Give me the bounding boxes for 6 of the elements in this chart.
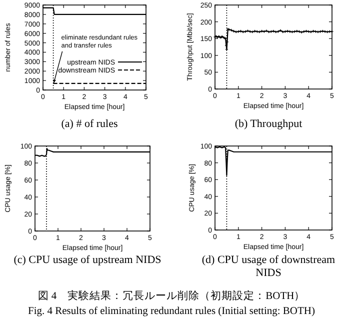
text: (b) Throughput	[234, 118, 302, 130]
caption: 図 4 実験結果：冗長ルール削除（初期設定：BOTH）	[38, 289, 306, 302]
text: (a) # of rules	[61, 118, 118, 130]
caption: Fig. 4 Results of eliminating redundant rules (Initial setting: BOTH)	[28, 306, 316, 317]
text: (c) CPU usage of upstream NIDS	[14, 254, 162, 266]
text: (d) CPU usage of downstream NIDS	[202, 254, 336, 279]
